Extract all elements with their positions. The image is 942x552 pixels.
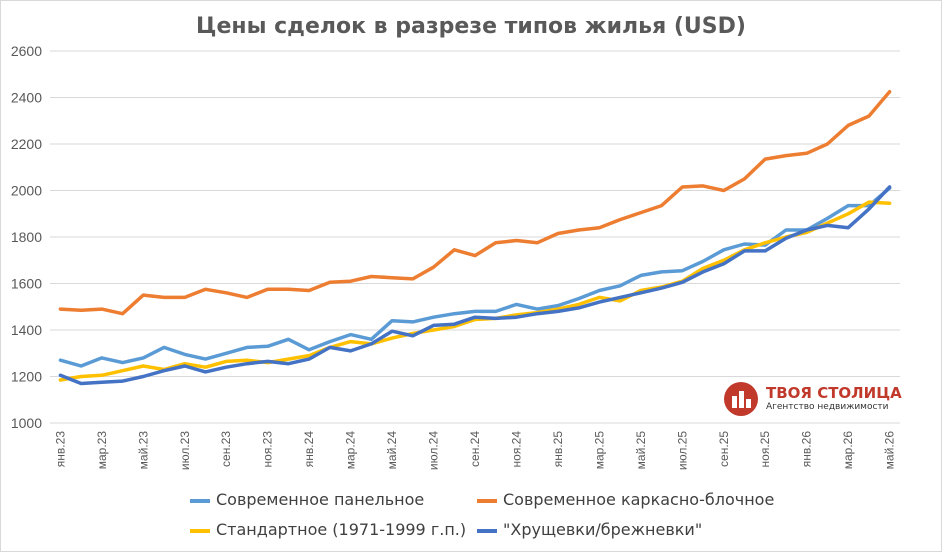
x-tick-label: май.26 [883,431,897,470]
legend-swatch-panel [190,498,210,503]
x-tick-label: янв.25 [551,431,565,468]
legend-swatch-khrushchevki [477,528,497,533]
x-tick-label: июл.24 [427,431,441,470]
x-tick-label: июл.23 [178,431,192,470]
x-tick-label: мар.23 [95,431,109,470]
legend-swatch-standard [190,528,210,533]
x-tick-label: сен.25 [717,431,731,467]
x-tick-label: июл.25 [675,431,689,470]
x-tick-label: май.23 [136,431,150,470]
y-tick-label: 2200 [11,136,42,152]
x-tick-label: сен.23 [219,431,233,467]
chart-title: Цены сделок в разрезе типов жилья (USD) [196,14,746,39]
y-tick-label: 1000 [11,415,42,431]
y-tick-label: 1200 [11,369,42,385]
x-tick-label: мар.24 [344,431,358,470]
series-line-2 [58,200,892,382]
x-tick-label: сен.24 [468,431,482,467]
legend-item-panel: Современное панельное [190,490,424,509]
legend-item-frame-block: Современное каркасно-блочное [477,490,774,509]
building-logo-graphic [732,391,751,408]
building-logo-icon [724,382,758,416]
company-logo: ТВОЯ СТОЛИЦА Агентство недвижимости [724,382,924,416]
legend-label-panel: Современное панельное [216,490,425,509]
series-line-1 [58,89,892,316]
legend-item-khrushchevki: "Хрущевки/брежневки" [477,520,702,539]
x-tick-label: ноя.25 [758,431,772,468]
series-line-3 [58,185,892,386]
legend-label-khrushchevki: "Хрущевки/брежневки" [503,520,703,539]
x-tick-label: мар.26 [841,431,855,470]
y-tick-label: 1800 [11,229,42,245]
x-tick-label: янв.26 [800,431,814,468]
y-tick-label: 2000 [11,183,42,199]
x-tick-label: янв.23 [53,431,67,468]
legend-label-frame-block: Современное каркасно-блочное [503,490,775,509]
legend-swatch-frame-block [477,498,497,503]
logo-subtitle: Агентство недвижимости [766,402,889,412]
series-line-0 [58,186,892,368]
legend-label-standard: Стандартное (1971-1999 г.п.) [216,520,467,539]
y-tick-label: 1600 [11,276,42,292]
x-tick-label: май.25 [634,431,648,470]
y-tick-label: 2600 [11,43,42,59]
x-tick-label: янв.24 [302,431,316,468]
legend-item-standard: Стандартное (1971-1999 г.п.) [190,520,466,539]
x-tick-label: ноя.23 [261,431,275,468]
x-tick-label: мар.25 [592,431,606,470]
logo-name: ТВОЯ СТОЛИЦА [766,384,902,402]
y-tick-label: 1400 [11,322,42,338]
y-tick-label: 2400 [11,90,42,106]
x-tick-label: ноя.24 [509,431,523,468]
x-tick-label: май.24 [385,431,399,470]
